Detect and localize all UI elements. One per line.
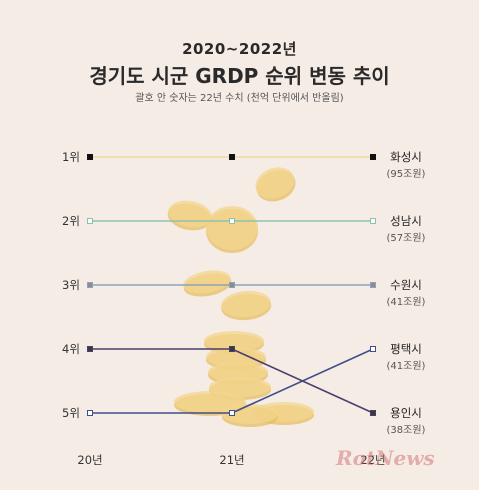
coin-illustration: [167, 167, 314, 427]
data-point: [229, 346, 235, 352]
chart-years: 2020~2022년: [182, 40, 297, 58]
chart-title: 경기도 시군 GRDP 순위 변동 추이: [89, 64, 390, 88]
series-name-label: 수원시: [390, 278, 422, 292]
data-point: [87, 282, 93, 288]
series-name-label: 평택시: [390, 342, 422, 356]
series-value-label: (95조원): [387, 168, 426, 180]
y-tick-label: 3위: [62, 278, 80, 292]
series-name-label: 화성시: [390, 150, 422, 164]
x-tick-label: 20년: [77, 453, 102, 467]
coin: [255, 167, 295, 199]
series-value-label: (57조원): [387, 232, 426, 244]
data-point: [87, 218, 93, 224]
coin: [222, 404, 278, 424]
data-point: [370, 410, 376, 416]
coin: [206, 347, 266, 367]
coin: [206, 206, 258, 250]
x-tick-label: 22년: [360, 453, 385, 467]
y-tick-label: 5위: [62, 406, 80, 420]
data-point: [370, 218, 376, 224]
series-name-label: 용인시: [390, 406, 422, 420]
coin: [221, 290, 271, 318]
coin: [208, 362, 268, 382]
chart-note: 괄호 안 숫자는 22년 수치 (천억 단위에서 반올림): [135, 93, 344, 104]
series-name-label: 성남시: [390, 214, 422, 228]
series-value-label: (41조원): [387, 360, 426, 372]
data-point: [87, 154, 93, 160]
coin: [204, 331, 264, 351]
data-point: [229, 282, 235, 288]
watermark-text: RotNews: [336, 446, 435, 470]
y-tick-label: 4위: [62, 342, 80, 356]
y-tick-label: 1위: [62, 150, 80, 164]
data-point: [229, 218, 235, 224]
series-value-label: (41조원): [387, 296, 426, 308]
data-point: [370, 154, 376, 160]
data-point: [370, 282, 376, 288]
data-point: [370, 346, 376, 352]
series-value-label: (38조원): [387, 424, 426, 436]
data-point: [229, 410, 235, 416]
data-point: [87, 410, 93, 416]
y-tick-label: 2위: [62, 214, 80, 228]
coin: [183, 270, 231, 294]
x-tick-label: 21년: [219, 453, 244, 467]
coin: [174, 391, 246, 413]
watermark-logo: RotNews: [306, 446, 466, 470]
data-point: [87, 346, 93, 352]
data-point: [229, 154, 235, 160]
